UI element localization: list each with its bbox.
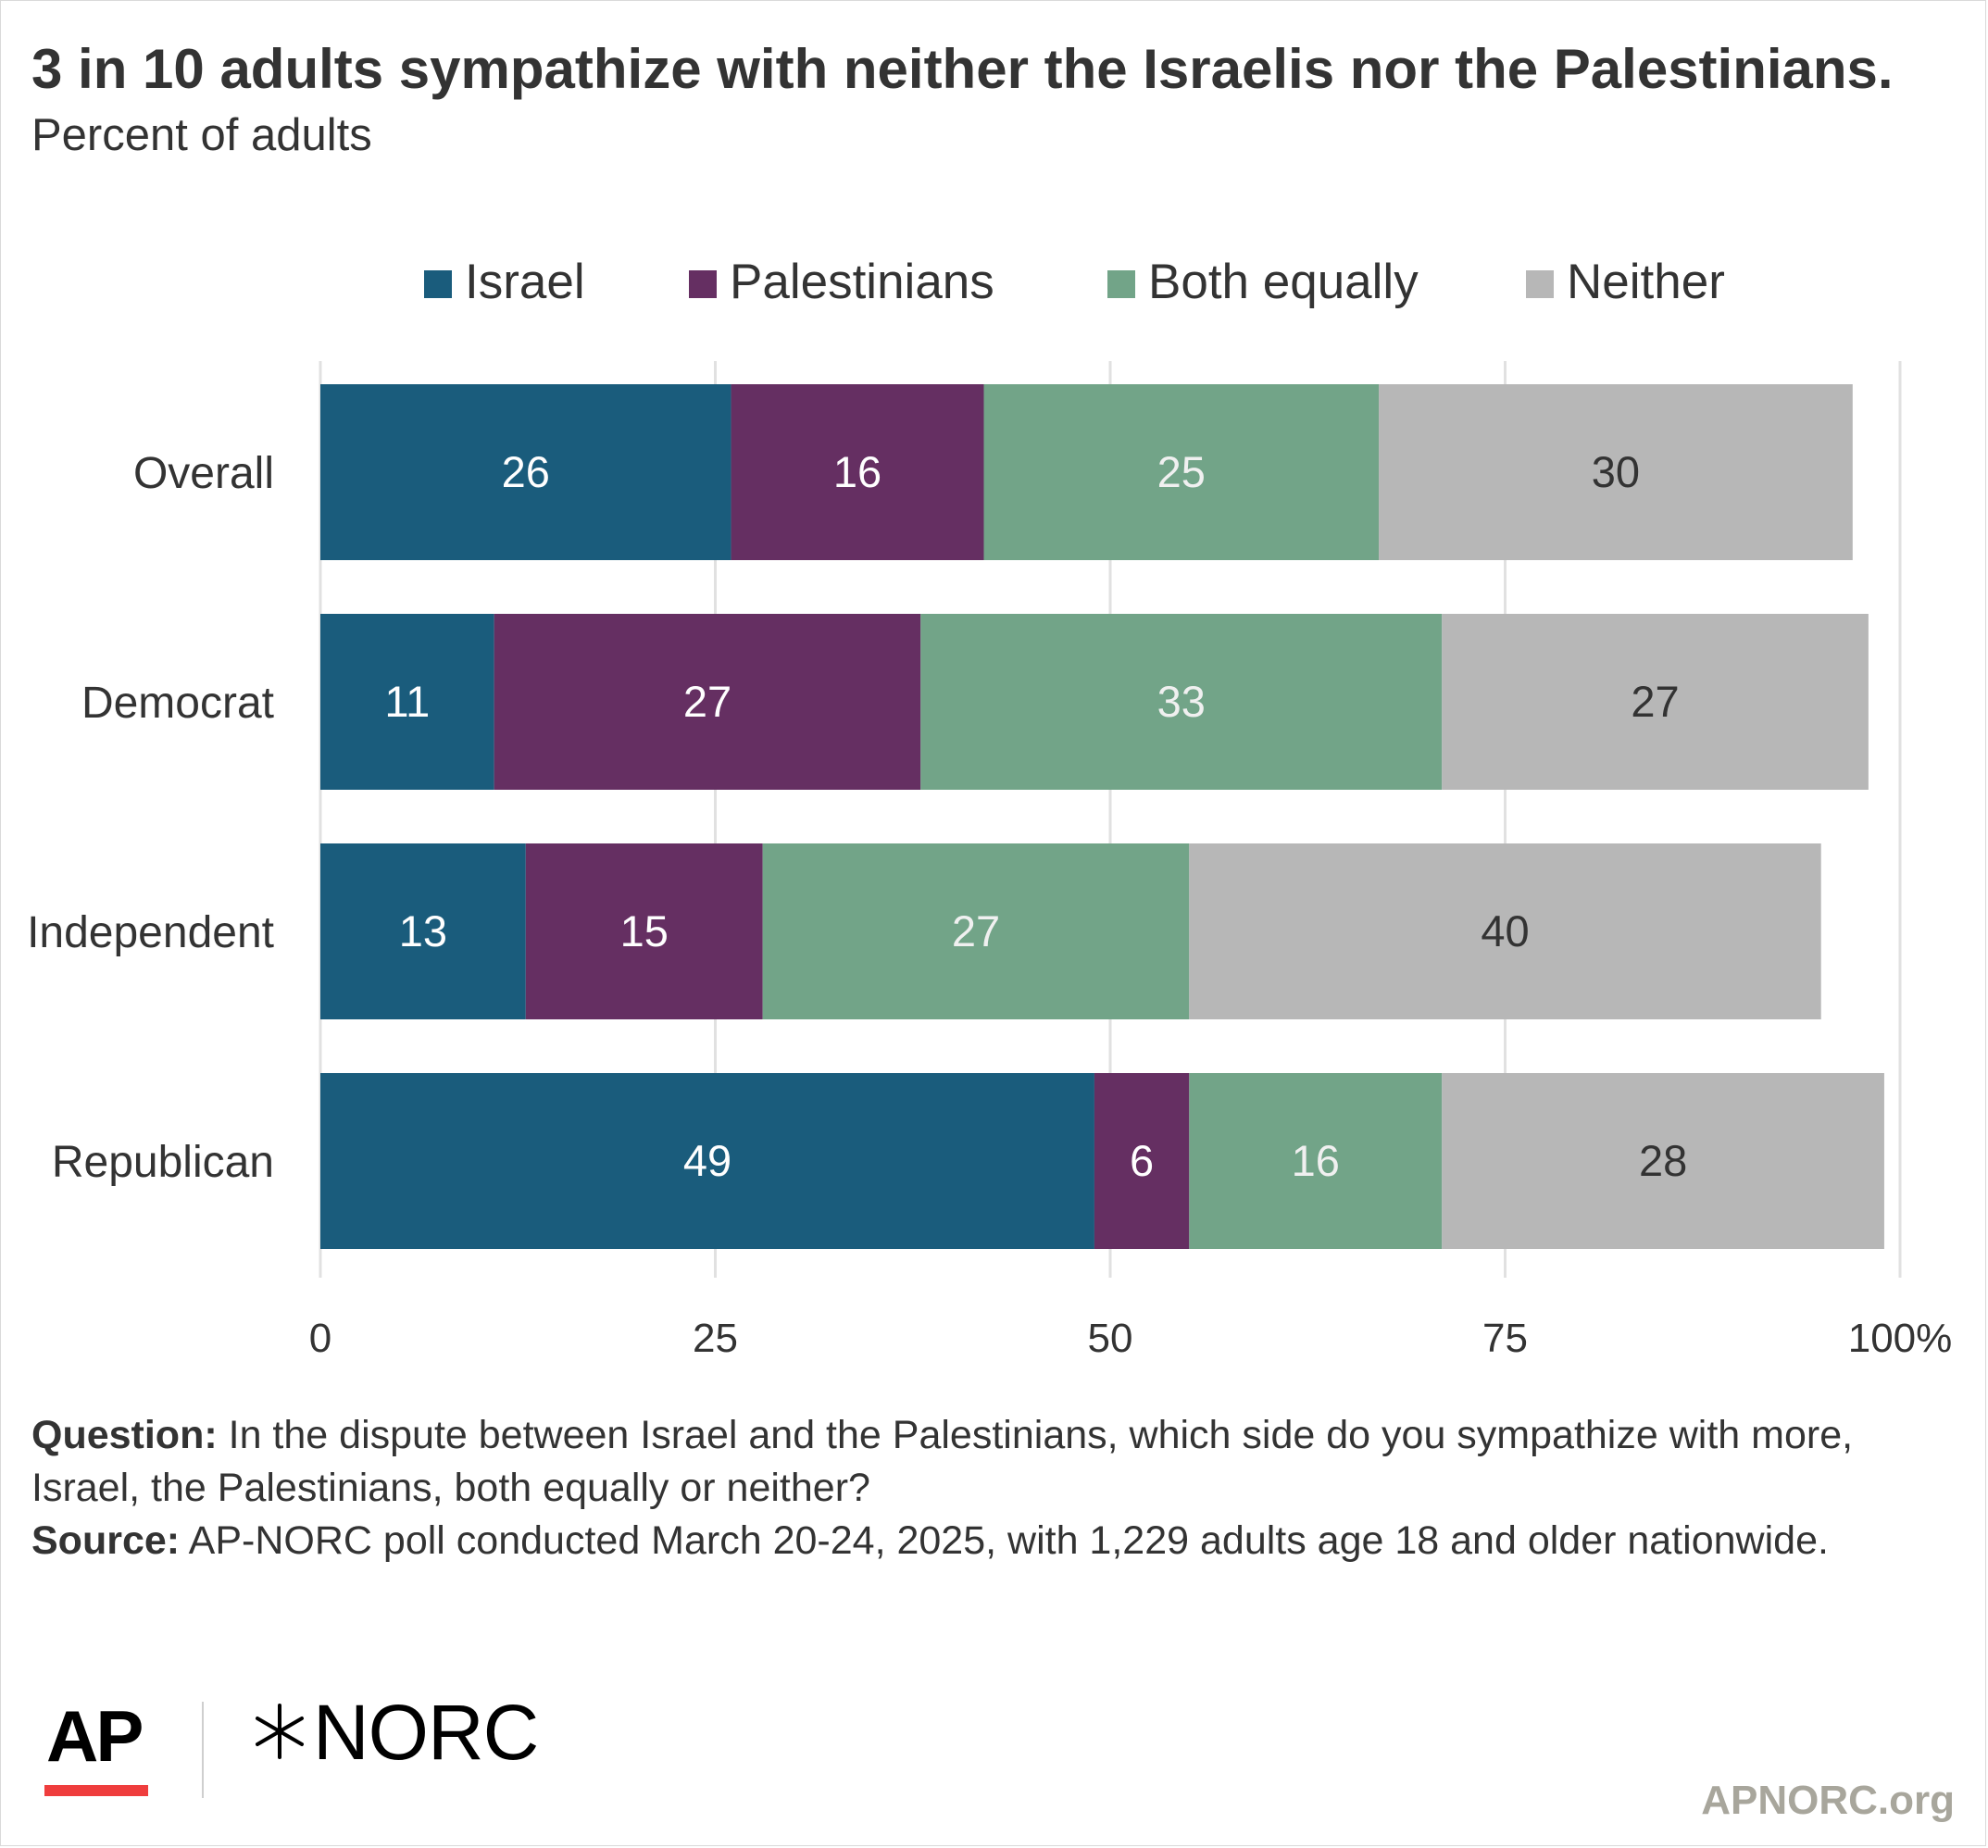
legend: Israel Palestinians Both equally Neither [0, 250, 1988, 315]
bar-independent-palestinians [525, 843, 763, 1019]
bar-democrat-both-equally [920, 614, 1443, 790]
bar-democrat-palestinians [494, 614, 921, 790]
category-label-republican: Republican [52, 1138, 274, 1187]
legend-label-neither: Neither [1567, 255, 1725, 309]
bar-overall-palestinians [731, 384, 984, 560]
category-label-independent: Independent [27, 908, 274, 957]
bar-overall-neither [1379, 384, 1853, 560]
logo-divider [202, 1702, 204, 1798]
data-label-overall-israel: 26 [502, 447, 550, 496]
data-label-overall-palestinians: 16 [833, 447, 881, 496]
chart-subtitle: Percent of adults [31, 110, 372, 160]
data-label-independent-palestinians: 15 [620, 906, 669, 955]
legend-swatch-both-equally [1107, 270, 1135, 298]
category-label-overall: Overall [133, 449, 274, 498]
stacked-bar-chart: 26 16 25 30 11 27 33 27 13 15 27 40 49 6 16 28 Overall D… [27, 361, 1953, 1361]
bar-republican-both-equally [1189, 1073, 1443, 1249]
bar-republican-israel [320, 1073, 1094, 1249]
x-tick-label-0: 0 [309, 1316, 331, 1361]
bar-independent-both-equally [762, 843, 1190, 1019]
bar-overall-israel [320, 384, 731, 560]
chart-notes: Question: In the dispute between Israel … [31, 1409, 1948, 1567]
data-label-independent-israel: 13 [399, 906, 447, 955]
bar-overall-both-equally [983, 384, 1380, 560]
legend-label-palestinians: Palestinians [730, 255, 994, 309]
x-tick-label-25: 25 [693, 1316, 738, 1361]
data-label-democrat-neither: 27 [1631, 677, 1679, 726]
question-label: Question: [31, 1413, 218, 1457]
ap-logo: AP [46, 1695, 144, 1777]
source-label: Source: [31, 1518, 181, 1563]
norc-logo: NORC [313, 1689, 539, 1776]
x-tick-label-50: 50 [1088, 1316, 1133, 1361]
data-label-democrat-israel: 11 [384, 677, 430, 726]
legend-swatch-israel [424, 270, 452, 298]
bars: 26 16 25 30 11 27 33 27 13 15 27 40 49 6 16 28 [320, 384, 1884, 1249]
source-text: AP-NORC poll conducted March 20-24, 2025… [180, 1518, 1829, 1563]
data-label-overall-both-equally: 25 [1157, 447, 1206, 496]
legend-label-israel: Israel [465, 255, 585, 309]
bar-republican-palestinians [1094, 1073, 1190, 1249]
site-url: APNORC.org [1701, 1778, 1955, 1823]
data-label-overall-neither: 30 [1592, 447, 1640, 496]
data-label-independent-both-equally: 27 [952, 906, 1000, 955]
x-axis-tick-labels: 0 25 50 75 100% [309, 1316, 1953, 1361]
data-label-republican-palestinians: 6 [1130, 1136, 1154, 1185]
category-labels: Overall Democrat Independent Republican [27, 449, 274, 1187]
data-label-democrat-both-equally: 33 [1157, 677, 1206, 726]
data-label-independent-neither: 40 [1481, 906, 1529, 955]
data-label-democrat-palestinians: 27 [683, 677, 731, 726]
chart-title: 3 in 10 adults sympathize with neither t… [31, 38, 1894, 100]
bar-independent-israel [320, 843, 526, 1019]
legend-swatch-neither [1526, 270, 1554, 298]
legend-swatch-palestinians [689, 270, 717, 298]
ap-logo-underline [44, 1785, 148, 1796]
category-label-democrat: Democrat [81, 679, 274, 728]
x-tick-label-75: 75 [1482, 1316, 1528, 1361]
legend-label-both-equally: Both equally [1148, 255, 1419, 309]
source-note: Source: AP-NORC poll conducted March 20-… [31, 1515, 1948, 1567]
question-text: In the dispute between Israel and the Pa… [31, 1413, 1854, 1510]
bar-democrat-israel [320, 614, 494, 790]
x-tick-label-100: 100% [1848, 1316, 1953, 1361]
data-label-republican-neither: 28 [1639, 1136, 1687, 1185]
bar-independent-neither [1189, 843, 1821, 1019]
data-label-republican-israel: 49 [683, 1136, 731, 1185]
bar-democrat-neither [1442, 614, 1869, 790]
bar-republican-neither [1442, 1073, 1884, 1249]
question-note: Question: In the dispute between Israel … [31, 1409, 1948, 1515]
norc-star-icon [256, 1704, 304, 1759]
data-label-republican-both-equally: 16 [1292, 1136, 1340, 1185]
